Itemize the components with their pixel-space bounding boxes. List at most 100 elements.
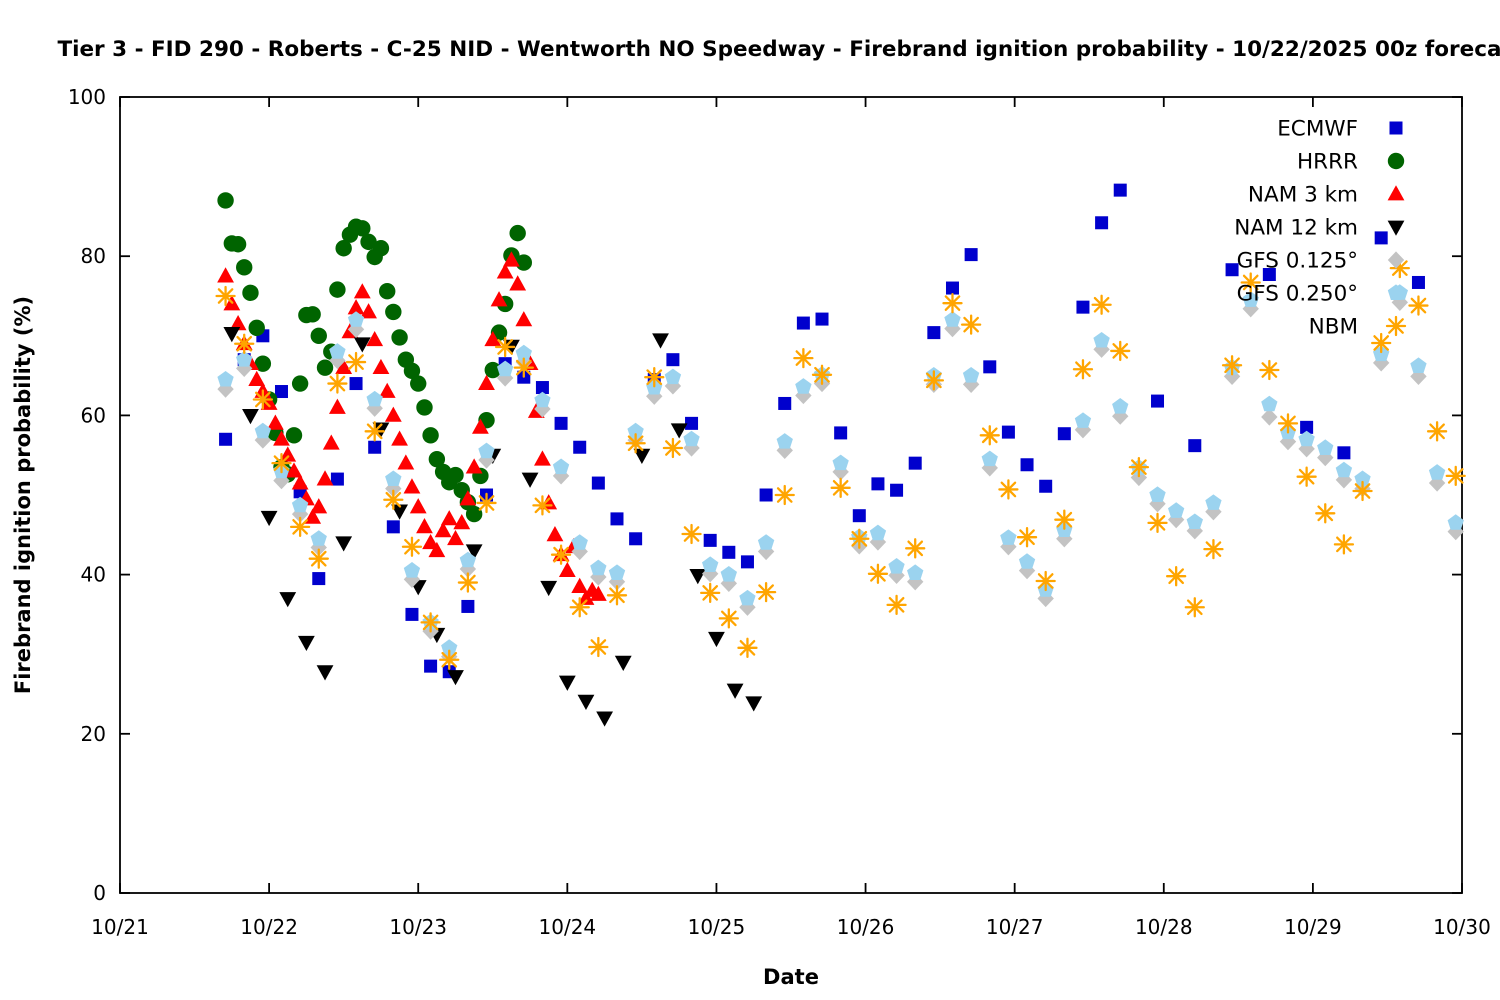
data-point [606,585,628,606]
y-tick-label: 60 [81,403,106,427]
data-point [979,425,1000,446]
legend-item-nam-3-km: NAM 3 km [1248,183,1405,208]
data-point [378,382,396,398]
data-point [459,560,477,578]
data-point [590,559,607,576]
data-point [383,489,404,510]
data-point [1277,413,1299,434]
legend-item-ecmwf: ECMWF [1277,117,1403,142]
data-point [385,470,402,486]
data-point [681,523,702,545]
data-point [372,422,390,438]
data-point [1149,486,1166,502]
data-point [484,361,501,379]
data-point [589,585,607,601]
data-point [1188,439,1202,453]
data-point [422,427,439,444]
data-point [778,396,792,410]
data-point [670,423,688,439]
series-hrrr [217,192,532,523]
data-point [308,548,329,569]
data-point [577,694,595,710]
data-point [291,474,309,490]
data-point [852,509,866,523]
data-point [495,336,516,358]
data-point [291,496,309,513]
data-point [1091,294,1112,315]
data-point [983,360,997,374]
data-point [490,291,508,307]
data-point [1447,514,1464,530]
data-point [1095,216,1109,230]
data-point [907,564,924,580]
data-point [1166,566,1187,587]
data-point [366,390,383,407]
data-point [316,665,334,681]
legend-item-gfs-0-125: GFS 0.125° [1237,249,1405,274]
data-point [242,409,259,425]
data-point [372,358,390,375]
ecmwf-marker-icon [1389,121,1403,135]
data-point [347,299,365,315]
data-point [960,314,982,335]
data-point [569,597,590,618]
data-point [297,635,315,652]
data-point [596,711,614,727]
data-point [757,542,775,561]
data-point [1076,300,1090,314]
data-point [1205,494,1222,510]
data-point [465,458,483,474]
data-point [391,504,408,520]
data-point [962,367,980,383]
data-point [683,439,700,457]
data-point [1221,355,1243,376]
data-point [242,284,259,302]
data-point [1296,466,1317,487]
data-point [1093,332,1110,348]
data-point [927,326,941,340]
data-point [1167,511,1185,529]
data-point [391,430,408,446]
x-axis-label: Date [763,965,819,989]
data-point [279,446,297,462]
data-point [372,240,390,257]
data-point [416,399,433,416]
data-point [610,512,624,526]
data-point [465,544,483,560]
data-point [745,696,763,712]
gfs-0-250-marker-icon [1387,284,1405,300]
data-point [886,594,907,615]
x-tick-label: 10/24 [539,915,597,939]
data-point [554,416,568,430]
data-point [354,220,371,237]
data-point [353,337,371,353]
data-point [1445,465,1466,487]
legend-label: NAM 12 km [1234,216,1358,241]
data-point [453,514,471,530]
nam-3-km-marker-icon [1387,185,1405,201]
data-point [666,353,680,367]
data-point [316,470,334,486]
data-point [1240,272,1261,293]
data-point [461,599,475,613]
data-point [776,433,793,449]
data-point [353,283,371,299]
data-point [1074,421,1092,439]
data-point [379,283,396,300]
data-point [1337,446,1351,460]
data-point [689,568,707,585]
data-point [1130,468,1148,487]
data-points [215,183,1466,727]
data-point [254,355,272,372]
nbm-marker-icon [1385,315,1407,337]
data-point [1074,412,1092,428]
data-point [832,463,849,481]
data-point [335,358,353,375]
data-point [439,649,460,670]
data-point [310,530,327,546]
data-point [664,368,682,385]
data-point [664,377,682,395]
x-tick-label: 10/27 [986,915,1044,939]
data-point [558,561,576,578]
